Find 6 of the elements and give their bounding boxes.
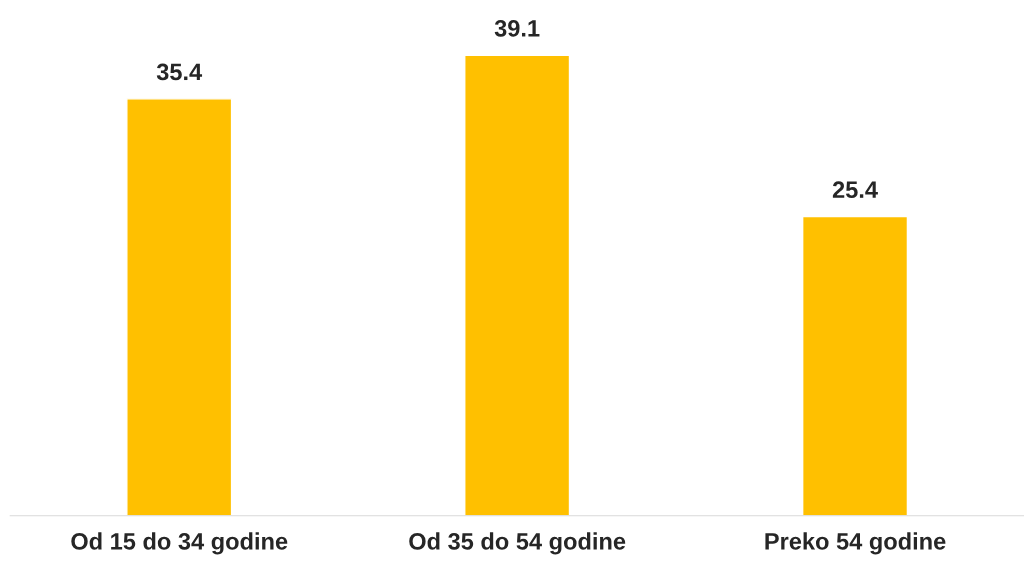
x-tick-label: Od 15 do 34 godine [71, 532, 288, 555]
data-label: 39.1 [494, 19, 540, 37]
x-tick-label: Preko 54 godine [765, 532, 946, 555]
data-label: 25.4 [832, 181, 878, 199]
data-label: 35.4 [156, 63, 203, 81]
x-tick-label: Od 35 do 54 godine [409, 532, 626, 555]
